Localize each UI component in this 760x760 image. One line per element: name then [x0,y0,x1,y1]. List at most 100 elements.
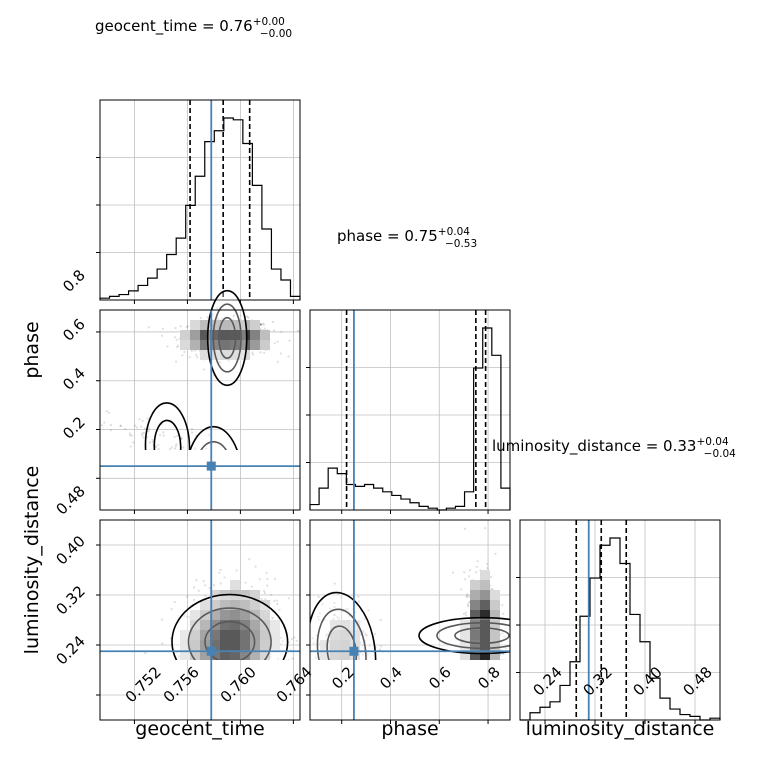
luminosity-distance-vs-phase-sample [479,668,481,670]
luminosity-distance-vs-phase-sample [365,634,368,637]
luminosity-distance-vs-phase-sample [323,673,325,675]
luminosity-distance-vs-phase-sample [325,677,327,679]
ytick-label-phase-3: 0.8 [59,266,89,296]
luminosity-distance-vs-geocent-time-sample [235,569,238,572]
phase-vs-geocent-time-density-cell [190,480,200,490]
luminosity-distance-vs-phase-sample [476,660,478,662]
luminosity-distance-vs-phase-sample [361,683,363,685]
luminosity-distance-vs-phase-sample [493,662,495,664]
luminosity-distance-vs-geocent-time-sample [231,669,233,671]
phase-vs-geocent-time-sample [132,441,135,444]
phase-vs-geocent-time-sample [222,470,224,472]
luminosity-distance-vs-phase-sample [317,709,319,711]
luminosity-distance-vs-geocent-time-density-cell [190,640,200,650]
luminosity-distance-vs-geocent-time-density-cell [240,650,250,660]
phase-vs-geocent-time-sample [251,351,254,354]
luminosity-distance-vs-phase-sample [333,613,336,616]
luminosity-distance-vs-geocent-time-sample [255,669,257,671]
luminosity-distance-vs-geocent-time-sample [238,666,240,668]
luminosity-distance-vs-phase-sample [477,702,479,704]
luminosity-distance-vs-geocent-time-density-cell [220,650,230,660]
luminosity-distance-vs-phase-sample [496,685,498,687]
phase-vs-geocent-time-sample [174,445,177,448]
luminosity-distance-vs-phase-sample [337,617,340,620]
phase-vs-geocent-time-sample [207,434,210,437]
phase-vs-geocent-time-density-cell [180,460,190,470]
luminosity-distance-vs-geocent-time-sample [270,593,273,596]
luminosity-distance-vs-phase-sample [464,684,466,686]
phase-vs-geocent-time-sample [162,431,165,434]
luminosity-distance-vs-phase-sample [494,552,497,555]
phase-vs-geocent-time-sample [168,448,172,450]
luminosity-distance-vs-geocent-time-sample [238,664,240,666]
phase-vs-geocent-time-density-cell [220,480,230,490]
luminosity-distance-vs-geocent-time-density-cell [220,600,230,610]
phase-vs-geocent-time-sample [224,484,226,486]
luminosity-distance-vs-geocent-time-sample [232,705,234,707]
luminosity-distance-vs-phase-density-cell [470,590,480,600]
luminosity-distance-vs-phase-frame [309,519,511,721]
luminosity-distance-vs-geocent-time-sample [258,660,260,662]
phase-vs-geocent-time-density-cell [240,480,250,490]
hist-phase-step [309,327,511,511]
luminosity-distance-vs-phase-density-cell [330,650,340,660]
luminosity-distance-vs-phase-sample [348,664,350,666]
phase-vs-geocent-time-density-cell [200,350,210,360]
phase-vs-geocent-time-sample [184,459,186,461]
luminosity-distance-vs-phase-sample [321,683,323,685]
phase-vs-geocent-time-sample [267,496,269,498]
luminosity-distance-vs-phase-sample [366,671,368,673]
luminosity-distance-vs-phase-sample [469,676,471,678]
phase-vs-geocent-time-sample [263,351,266,354]
phase-vs-geocent-time-sample [158,433,162,436]
luminosity-distance-vs-phase-sample [474,697,476,699]
phase-vs-geocent-time-sample [208,486,210,488]
luminosity-distance-vs-geocent-time-sample [186,615,189,618]
xtick-label-distance-3: 0.48 [679,663,715,699]
luminosity-distance-vs-phase-sample [469,666,471,668]
luminosity-distance-vs-phase-sample [479,724,481,726]
ylabel-luminosity-distance: luminosity_distance [21,466,43,655]
phase-vs-geocent-time-sample [156,443,160,446]
phase-vs-geocent-time-sample [176,452,178,454]
luminosity-distance-vs-phase-sample [490,575,493,579]
luminosity-distance-vs-phase-sample [462,612,466,616]
luminosity-distance-vs-phase-sample [337,592,340,596]
luminosity-distance-vs-phase-sample [333,667,335,669]
phase-vs-geocent-time-sample [190,475,192,477]
luminosity-distance-vs-phase-density-cell [470,620,480,630]
phase-vs-geocent-time-sample [254,475,256,477]
phase-vs-geocent-time-sample [206,316,209,319]
luminosity-distance-vs-geocent-time-sample [287,659,290,660]
luminosity-distance-vs-phase-sample [486,567,489,570]
luminosity-distance-vs-geocent-time-sample [215,663,217,665]
luminosity-distance-vs-phase-sample [337,660,339,662]
luminosity-distance-vs-phase-sample [465,596,468,599]
luminosity-distance-vs-geocent-time-sample [219,680,221,682]
phase-vs-geocent-time-sample [188,356,191,359]
phase-vs-geocent-time-sample [223,489,225,491]
luminosity-distance-vs-phase-sample [316,703,318,705]
luminosity-distance-vs-geocent-time-sample [229,672,231,674]
xlabel-phase: phase [381,718,438,740]
luminosity-distance-vs-phase-sample [496,686,498,688]
phase-vs-geocent-time-density-cell [190,330,200,340]
luminosity-distance-vs-geocent-time-sample [264,598,267,601]
luminosity-distance-vs-geocent-time-sample [263,672,265,674]
phase-vs-geocent-time-sample [140,432,143,435]
luminosity-distance-vs-phase-sample [472,670,474,672]
phase-vs-geocent-time-sample [196,457,198,459]
xtick-label-phase-1: 0.4 [376,663,406,693]
luminosity-distance-vs-phase-sample [365,634,368,637]
phase-vs-geocent-time-sample [146,417,149,420]
luminosity-distance-vs-geocent-time-sample [258,663,260,665]
luminosity-distance-vs-phase-sample [381,659,384,660]
luminosity-distance-vs-phase-sample [330,666,332,668]
phase-vs-geocent-time-sample [213,470,215,472]
phase-vs-geocent-time-density-cell [230,350,240,360]
luminosity-distance-vs-phase-sample [477,672,479,674]
luminosity-distance-vs-phase-sample [366,652,369,655]
luminosity-distance-vs-geocent-time-sample [185,595,189,598]
phase-vs-geocent-time-sample [107,411,110,414]
phase-vs-geocent-time-sample [167,453,169,455]
